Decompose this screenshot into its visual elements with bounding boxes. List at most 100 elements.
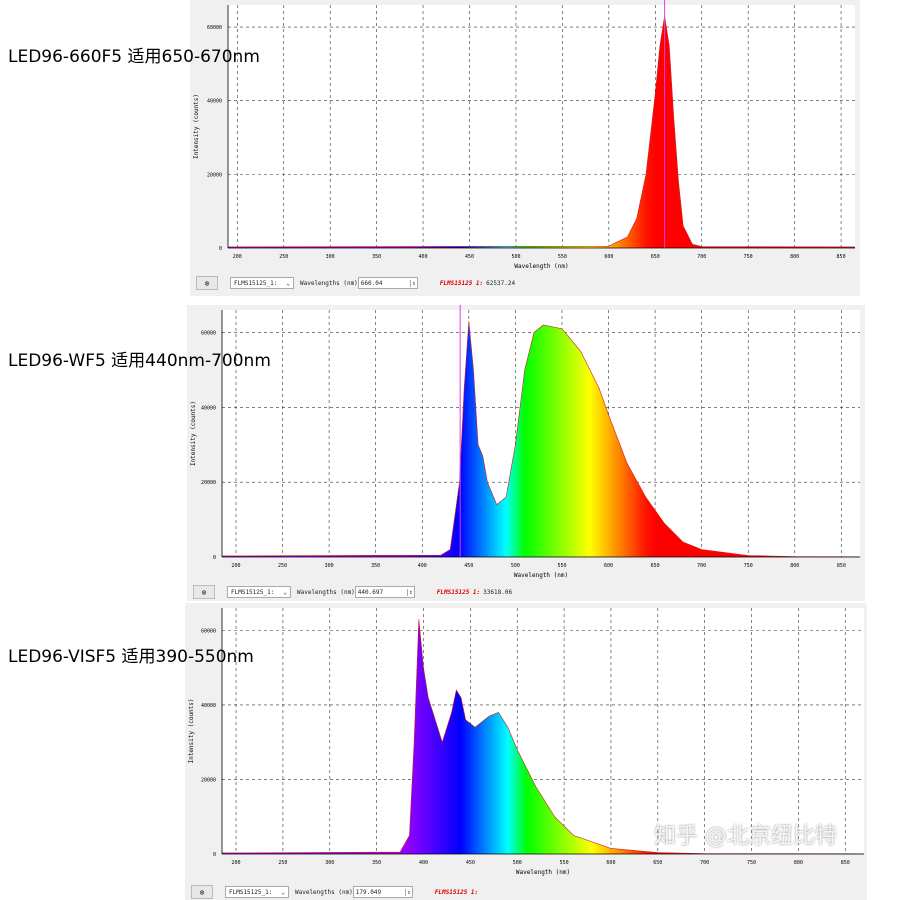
x-axis-label: Wavelength (nm) — [516, 869, 570, 876]
x-tick-label: 300 — [325, 860, 334, 866]
spectrometer-toolbar: ⊗ FLMS15125_1: ⌄ Wavelengths (nm) 440.697… — [187, 584, 512, 600]
x-tick-label: 400 — [418, 563, 427, 569]
x-tick-label: 700 — [700, 860, 709, 866]
spectrum-chart: 200 250 300 350 400 450 500 550 600 650 700 750 800 8… — [193, 0, 856, 270]
wavelength-input[interactable]: 440.697 ⇕ — [354, 586, 415, 598]
spectrometer-toolbar: ⊗ FLMS15125_1: ⌄ Wavelengths (nm) 179.049… — [185, 884, 481, 900]
x-tick-label: 800 — [790, 254, 799, 260]
x-tick-label: 500 — [511, 254, 520, 260]
y-axis-label: Intensity (counts) — [190, 401, 197, 466]
spectrum-panel-3: 200 250 300 350 400 450 500 550 600 650 700 750 800 8… — [185, 603, 867, 900]
spectrometer-toolbar: ⊗ FLMS15125_1: ⌄ Wavelengths (nm) 660.04 ⇕… — [190, 275, 515, 291]
close-button[interactable]: ⊗ — [196, 276, 218, 290]
wavelength-input[interactable]: 179.049 ⇕ — [352, 886, 413, 898]
spectrum-fill — [222, 321, 860, 557]
close-button[interactable]: ⊗ — [193, 585, 215, 599]
x-tick-label: 400 — [419, 254, 428, 260]
y-tick-label: 60000 — [201, 330, 216, 336]
device-select-value: FLMS15125_1: — [231, 588, 275, 596]
chevron-down-icon: ⌄ — [283, 588, 287, 596]
y-tick-label: 60000 — [201, 628, 216, 634]
x-tick-label: 700 — [697, 254, 706, 260]
x-tick-label: 450 — [465, 254, 474, 260]
x-tick-label: 200 — [231, 563, 240, 569]
watermark: 知乎 @北京纽比特 — [654, 824, 837, 849]
y-tick-label: 20000 — [201, 480, 216, 486]
y-tick-label: 60000 — [207, 25, 222, 31]
x-tick-label: 650 — [653, 860, 662, 866]
x-tick-label: 600 — [606, 860, 615, 866]
close-icon: ⊗ — [199, 887, 205, 897]
led-label-2: LED96-WF5 适用440nm-700nm — [8, 351, 271, 371]
x-tick-label: 400 — [419, 860, 428, 866]
x-tick-label: 350 — [371, 563, 380, 569]
x-tick-label: 750 — [747, 860, 756, 866]
wavelength-input[interactable]: 660.04 ⇕ — [357, 277, 418, 289]
y-tick-label: 40000 — [201, 405, 216, 411]
x-tick-label: 350 — [372, 254, 381, 260]
wavelength-value: 179.049 — [355, 888, 382, 896]
x-tick-label: 850 — [841, 860, 850, 866]
x-tick-label: 300 — [325, 563, 334, 569]
spinner-icon[interactable]: ⇕ — [410, 279, 416, 287]
x-tick-label: 200 — [232, 860, 241, 866]
x-tick-label: 750 — [744, 563, 753, 569]
spectrum-line — [221, 619, 865, 855]
chevron-down-icon: ⌄ — [281, 888, 285, 896]
spectrum-fill — [222, 619, 864, 854]
close-icon: ⊗ — [201, 587, 207, 597]
spectrum-line — [221, 321, 861, 558]
spectrum-panel-2: 200 250 300 350 400 450 500 550 600 650 700 750 800 8… — [187, 305, 865, 601]
readout-label: FLMS15125 1: — [439, 279, 484, 287]
device-select[interactable]: FLMS15125_1: ⌄ — [227, 586, 291, 598]
x-axis-label: Wavelength (nm) — [514, 263, 568, 270]
spinner-icon[interactable]: ⇕ — [405, 888, 411, 896]
x-tick-label: 550 — [558, 254, 567, 260]
readout-label: FLMS15125 1: — [434, 888, 479, 896]
y-tick-label: 0 — [213, 852, 216, 858]
x-tick-label: 850 — [837, 254, 846, 260]
wavelength-label: Wavelengths (nm) — [297, 588, 355, 596]
x-tick-label: 550 — [560, 860, 569, 866]
x-tick-label: 200 — [233, 254, 242, 260]
wavelength-value: 660.04 — [360, 279, 383, 287]
wavelength-value: 440.697 — [357, 588, 384, 596]
device-select[interactable]: FLMS15125_1: ⌄ — [225, 886, 289, 898]
readout-value: 62537.24 — [486, 279, 516, 287]
x-tick-label: 600 — [604, 254, 613, 260]
spectrum-chart: 200 250 300 350 400 450 500 550 600 650 700 750 800 8… — [190, 305, 861, 579]
x-tick-label: 800 — [790, 563, 799, 569]
x-tick-label: 300 — [326, 254, 335, 260]
plot-area — [228, 5, 855, 248]
y-tick-label: 0 — [219, 246, 222, 252]
spectrum-chart: 200 250 300 350 400 450 500 550 600 650 700 750 800 8… — [188, 608, 865, 876]
y-tick-label: 40000 — [207, 99, 222, 105]
x-tick-label: 450 — [464, 563, 473, 569]
spinner-icon[interactable]: ⇕ — [407, 588, 413, 596]
x-tick-label: 650 — [651, 563, 660, 569]
x-tick-label: 800 — [794, 860, 803, 866]
x-tick-label: 600 — [604, 563, 613, 569]
x-tick-label: 650 — [651, 254, 660, 260]
x-tick-label: 250 — [278, 563, 287, 569]
led-label-1: LED96-660F5 适用650-670nm — [8, 47, 260, 67]
close-icon: ⊗ — [204, 278, 210, 288]
spectrum-panel-1: 200 250 300 350 400 450 500 550 600 650 700 750 800 8… — [190, 0, 860, 296]
x-tick-label: 700 — [697, 563, 706, 569]
y-axis-label: Intensity (counts) — [188, 698, 195, 763]
x-tick-label: 250 — [278, 860, 287, 866]
device-select-value: FLMS15125_1: — [234, 279, 278, 287]
x-tick-label: 450 — [466, 860, 475, 866]
x-axis-label: Wavelength (nm) — [514, 572, 568, 579]
close-button[interactable]: ⊗ — [191, 885, 213, 899]
led-label-3: LED96-VISF5 适用390-550nm — [8, 647, 254, 667]
device-select[interactable]: FLMS15125_1: ⌄ — [230, 277, 294, 289]
x-tick-label: 500 — [513, 860, 522, 866]
y-tick-label: 0 — [213, 555, 216, 561]
y-tick-label: 20000 — [207, 172, 222, 178]
x-tick-label: 250 — [279, 254, 288, 260]
y-axis-label: Intensity (counts) — [193, 94, 200, 159]
x-tick-label: 550 — [557, 563, 566, 569]
x-tick-label: 500 — [511, 563, 520, 569]
device-select-value: FLMS15125_1: — [229, 888, 273, 896]
